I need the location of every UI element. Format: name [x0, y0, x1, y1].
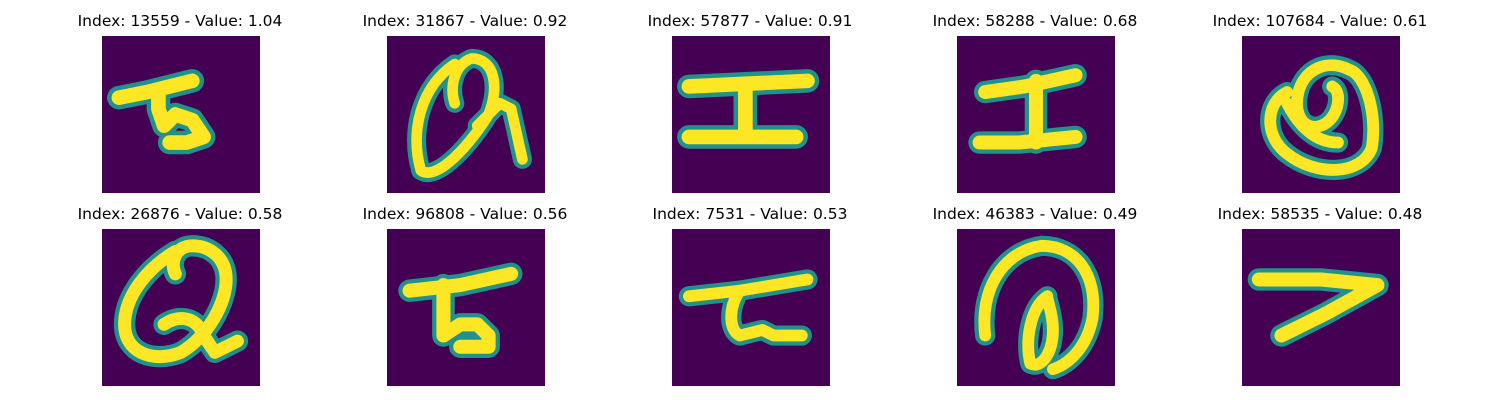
glyph-image — [957, 36, 1115, 193]
panel-1: Index: 13559 - Value: 1.04 — [40, 12, 320, 193]
glyph-image — [957, 229, 1115, 386]
panel-title: Index: 46383 - Value: 0.49 — [932, 205, 1138, 223]
glyph-image — [672, 36, 830, 193]
panel-title: Index: 58288 - Value: 0.68 — [932, 12, 1138, 30]
panel-6: Index: 26876 - Value: 0.58 — [40, 205, 320, 386]
panel-title: Index: 13559 - Value: 1.04 — [77, 12, 283, 30]
panel-title: Index: 57877 - Value: 0.91 — [647, 12, 853, 30]
panel-title: Index: 26876 - Value: 0.58 — [77, 205, 283, 223]
panel-title: Index: 7531 - Value: 0.53 — [652, 205, 848, 223]
glyph-image — [387, 229, 545, 386]
glyph-image — [1242, 36, 1400, 193]
panel-8: Index: 7531 - Value: 0.53 — [610, 205, 890, 386]
panel-10: Index: 58535 - Value: 0.48 — [1180, 205, 1460, 386]
panel-title: Index: 96808 - Value: 0.56 — [362, 205, 568, 223]
panel-title: Index: 58535 - Value: 0.48 — [1217, 205, 1423, 223]
panel-3: Index: 57877 - Value: 0.91 — [610, 12, 890, 193]
panel-title: Index: 107684 - Value: 0.61 — [1212, 12, 1428, 30]
glyph-image — [1242, 229, 1400, 386]
glyph-image — [102, 229, 260, 386]
glyph-image — [672, 229, 830, 386]
panel-5: Index: 107684 - Value: 0.61 — [1180, 12, 1460, 193]
glyph-image — [387, 36, 545, 193]
glyph-image — [102, 36, 260, 193]
panel-2: Index: 31867 - Value: 0.92 — [325, 12, 605, 193]
panel-4: Index: 58288 - Value: 0.68 — [895, 12, 1175, 193]
panel-7: Index: 96808 - Value: 0.56 — [325, 205, 605, 386]
panel-9: Index: 46383 - Value: 0.49 — [895, 205, 1175, 386]
panel-title: Index: 31867 - Value: 0.92 — [362, 12, 568, 30]
